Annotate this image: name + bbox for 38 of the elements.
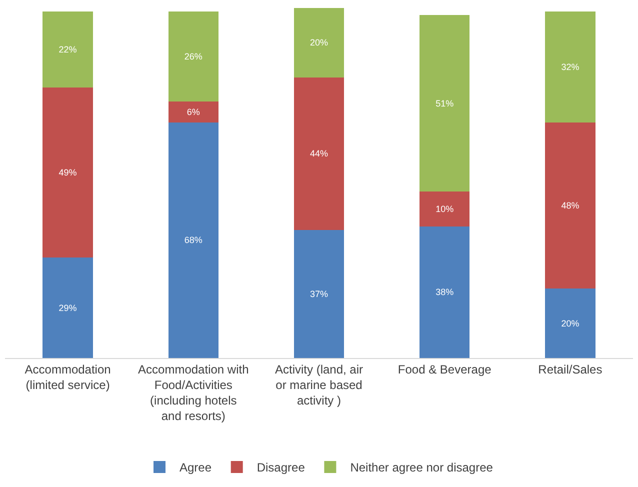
data-label: 38%: [436, 287, 454, 298]
data-label: 49%: [58, 168, 77, 178]
bar: [419, 192, 470, 226]
data-label: 20%: [561, 318, 580, 328]
bar: [294, 77, 344, 230]
data-label: 20%: [310, 38, 328, 48]
data-label: 26%: [184, 52, 202, 62]
legend-label: Neither agree nor disagree: [350, 460, 494, 475]
bar: [545, 122, 596, 289]
bar: [42, 88, 93, 258]
data-label: 51%: [436, 98, 454, 108]
bar: [545, 288, 596, 358]
bar: [419, 14, 470, 192]
x-tick-label: Accommodation with Food/Activities (including hotels and resorts): [138, 362, 249, 424]
data-label: 37%: [310, 288, 328, 299]
legend-label: Agree: [180, 460, 212, 475]
data-label: 10%: [436, 204, 454, 214]
data-label: 68%: [184, 235, 202, 246]
bar: [294, 230, 344, 358]
x-tick-label: Food & Beverage: [398, 362, 492, 376]
data-label: 48%: [561, 200, 580, 211]
data-label: 32%: [561, 62, 580, 72]
bar: [42, 258, 93, 358]
bar: [168, 122, 219, 358]
legend-label: Disagree: [256, 460, 306, 475]
bar: [168, 102, 219, 122]
data-label: 29%: [58, 302, 77, 313]
bar: [42, 11, 93, 88]
data-label: 44%: [310, 148, 328, 159]
data-label: 22%: [58, 44, 77, 55]
bar: [294, 8, 344, 78]
x-tick-label: Activity (land, air or marine based activity ): [274, 362, 364, 408]
x-tick-label: Accommodation (limited service): [24, 362, 111, 392]
bar: [545, 11, 596, 122]
bar: [168, 11, 219, 102]
bar: [419, 226, 470, 358]
data-label: 6%: [186, 106, 200, 117]
x-tick-label: Retail/Sales: [538, 362, 602, 376]
